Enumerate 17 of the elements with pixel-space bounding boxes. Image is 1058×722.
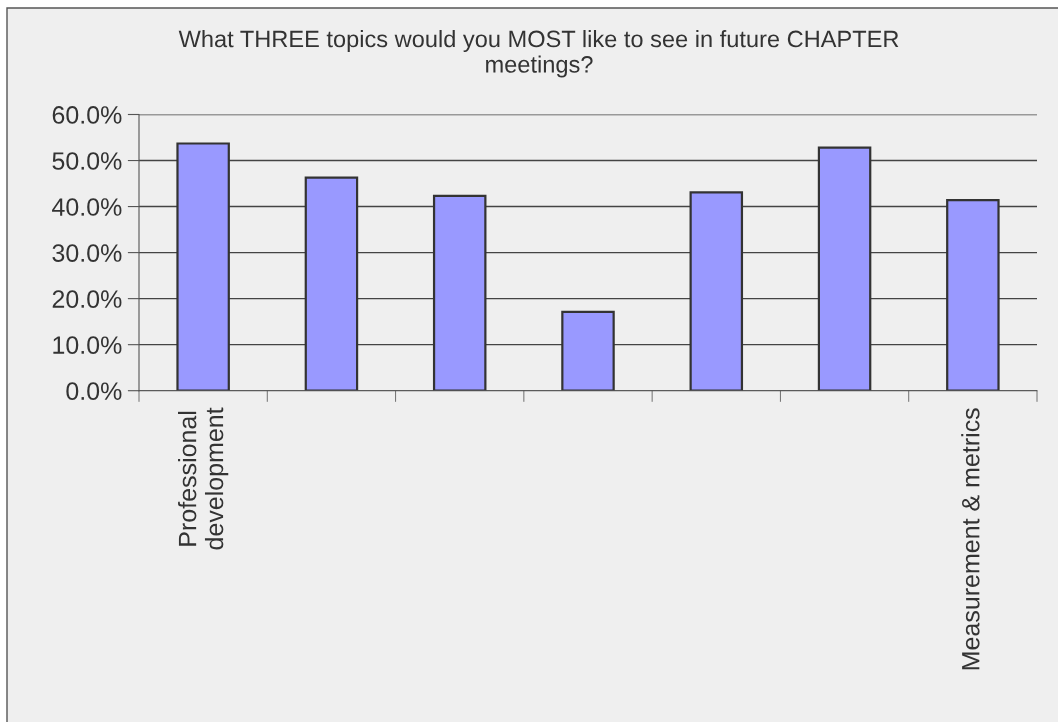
bar xyxy=(689,191,744,391)
y-tick-label: 10.0% xyxy=(53,336,122,354)
x-tick-label: Professional development xyxy=(178,407,229,550)
bar xyxy=(304,176,359,391)
bar xyxy=(176,142,230,391)
chart-title: What THREE topics would you MOST like to see in future CHAPTER meetings? xyxy=(178,30,899,78)
bar xyxy=(432,194,487,391)
x-tick-label: Measurement & metrics xyxy=(961,408,980,670)
bar xyxy=(946,199,1000,391)
y-tick-label: 20.0% xyxy=(52,290,122,308)
bar xyxy=(561,310,615,391)
y-tick-label: 60.0% xyxy=(52,106,122,124)
bar xyxy=(817,146,872,391)
y-tick-label: 40.0% xyxy=(52,198,122,216)
y-tick-label: 50.0% xyxy=(52,152,122,170)
y-tick-label: 30.0% xyxy=(52,244,122,262)
y-tick-label: 0.0% xyxy=(66,382,122,400)
